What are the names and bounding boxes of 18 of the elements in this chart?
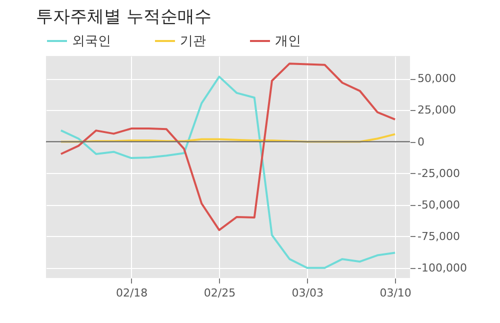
y-tick-label: -75,000 xyxy=(418,230,460,243)
y-tick-label: 25,000 xyxy=(418,104,456,117)
y-tick-label: 50,000 xyxy=(418,72,456,86)
legend-label: 개인 xyxy=(275,34,301,49)
y-tick-label: -50,000 xyxy=(418,198,460,212)
line-series xyxy=(60,62,396,232)
x-tick-label: 02/18 xyxy=(116,286,148,300)
x-tick-label: 02/25 xyxy=(204,286,236,300)
line-series xyxy=(60,133,396,143)
line-series xyxy=(60,76,396,269)
y-tick-label: 0 xyxy=(418,135,424,148)
legend-label: 기관 xyxy=(180,34,206,49)
chart-title: 투자주체별 누적순매수 xyxy=(36,7,212,27)
legend-label: 외국인 xyxy=(72,34,111,49)
y-tick-label: -100,000 xyxy=(418,261,467,274)
y-tick-label: -25,000 xyxy=(418,166,460,180)
x-tick-label: 03/10 xyxy=(380,286,412,300)
x-tick-label: 03/03 xyxy=(292,286,324,300)
